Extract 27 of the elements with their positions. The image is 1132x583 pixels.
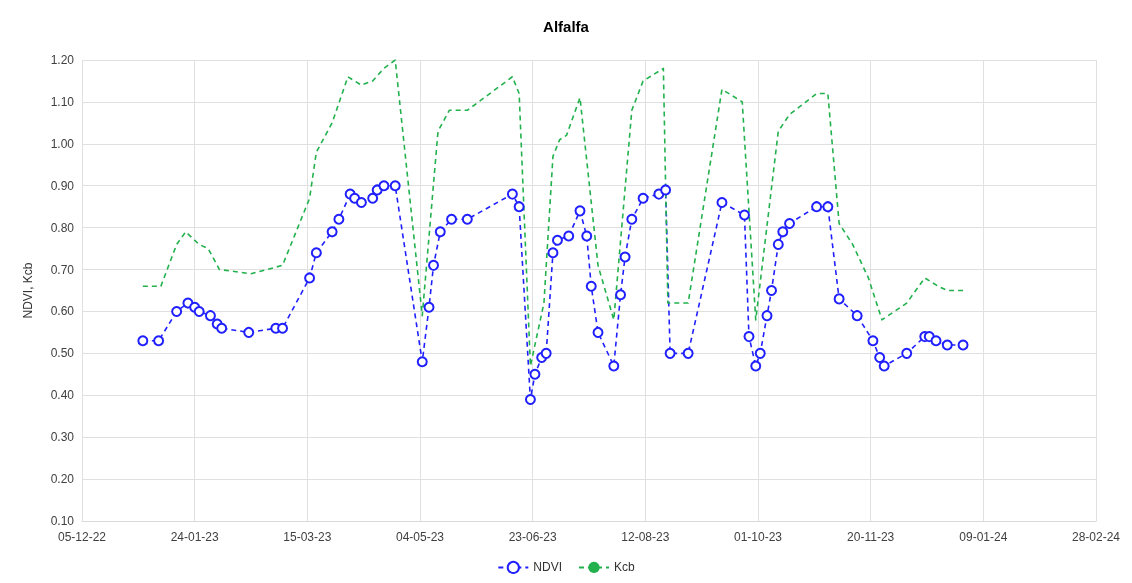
y-tick-label: 1.10 (50, 94, 75, 109)
y-tick-label: 0.30 (50, 430, 75, 445)
y-axis-title: NDVI, Kcb (21, 262, 35, 319)
legend-label: Kcb (614, 560, 635, 575)
legend-label: NDVI (533, 560, 562, 575)
y-tick-label: 1.20 (50, 53, 75, 67)
y-tick-label: 0.20 (50, 472, 75, 487)
y-tick-label: 0.50 (50, 346, 75, 361)
y-tick-label: 0.90 (50, 178, 75, 193)
x-tick-label: 28-02-24 (1071, 530, 1121, 544)
x-tick-label: 01-10-23 (733, 530, 783, 544)
x-tick-label: 15-03-23 (283, 530, 332, 544)
y-tick-label: 0.60 (50, 304, 75, 319)
y-tick-label: 0.70 (50, 262, 75, 277)
x-tick-label: 24-01-23 (170, 530, 219, 544)
y-tick-label: 1.00 (50, 136, 75, 151)
x-tick-label: 20-11-23 (847, 530, 895, 544)
x-tick-label: 12-08-23 (621, 530, 670, 544)
y-tick-label: 0.40 (50, 388, 75, 403)
x-tick-label: 05-12-22 (57, 530, 107, 544)
x-tick-label: 09-01-24 (959, 530, 1008, 544)
x-tick-label: 23-06-23 (508, 530, 557, 544)
y-tick-label: 0.10 (50, 514, 75, 528)
chart-title: Alfalfa (543, 18, 590, 35)
line-series (142, 59, 964, 367)
x-tick-label: 04-05-23 (395, 530, 445, 544)
y-tick-label: 0.80 (50, 220, 75, 235)
